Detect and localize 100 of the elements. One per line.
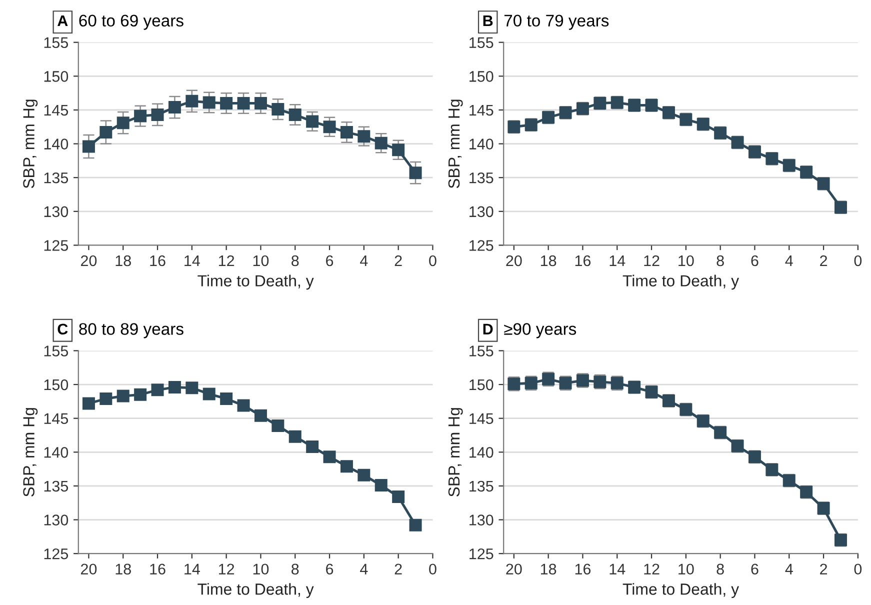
x-tick-label: 14 (610, 564, 626, 574)
chart-title: 70 to 79 years (504, 14, 609, 30)
x-tick-label: 8 (716, 564, 724, 575)
point (340, 460, 353, 473)
x-tick-label: 2 (394, 564, 402, 574)
x-axis-title: Time to Death, y (198, 274, 314, 290)
point (374, 136, 388, 150)
y-axis-title: SBP, mm Hg (448, 100, 463, 188)
y-axis-title: SBP, mm Hg (23, 408, 38, 497)
point (340, 126, 353, 139)
point (82, 397, 95, 410)
y-tick-label: 155 (44, 346, 68, 356)
x-tick-label: 10 (678, 564, 694, 575)
point (409, 166, 422, 180)
point (254, 409, 267, 422)
point (358, 130, 370, 143)
x-tick-label: 0 (854, 255, 862, 266)
point (288, 108, 302, 121)
point (409, 518, 422, 532)
y-tick-label: 135 (470, 480, 494, 492)
chart-title: 60 to 69 years (79, 14, 184, 30)
point (323, 120, 336, 134)
y-tick-label: 140 (470, 447, 494, 458)
point (220, 96, 233, 110)
point (134, 388, 147, 401)
point (168, 380, 181, 394)
x-tick-label: 8 (292, 564, 299, 575)
x-tick-label: 16 (575, 255, 591, 266)
point (202, 96, 216, 109)
x-tick-label: 16 (150, 564, 166, 575)
y-tick-label: 155 (470, 346, 494, 356)
point (358, 468, 370, 482)
point (392, 144, 405, 156)
y-axis-title: SBP, mm Hg (23, 100, 38, 188)
point (272, 103, 284, 116)
x-tick-label: 0 (854, 564, 862, 575)
y-tick-label: 135 (470, 172, 494, 184)
x-tick-label: 6 (751, 564, 758, 575)
point (134, 110, 147, 122)
y-tick-label: 140 (470, 138, 494, 150)
y-tick-label: 145 (44, 105, 68, 116)
point (100, 392, 112, 405)
x-tick-label: 18 (116, 564, 131, 575)
x-tick-label: 10 (678, 255, 694, 266)
point (186, 382, 198, 394)
x-tick-label: 12 (218, 255, 234, 266)
text: A (58, 16, 68, 26)
y-tick-label: 130 (470, 514, 494, 526)
x-tick-label: 12 (644, 255, 660, 266)
x-tick-label: 6 (751, 255, 758, 266)
y-axis-title: SBP, mm Hg (448, 408, 463, 497)
x-tick-label: 4 (360, 564, 368, 574)
y-tick-label: 145 (470, 413, 494, 424)
y-tick-label: 150 (44, 379, 68, 390)
x-tick-label: 20 (80, 564, 97, 575)
x-tick-label: 2 (820, 255, 828, 266)
point (323, 450, 336, 464)
point (237, 96, 250, 110)
y-tick-label: 155 (470, 37, 494, 48)
x-tick-label: 20 (80, 255, 97, 266)
x-tick-label: 0 (429, 255, 436, 266)
x-tick-label: 14 (184, 564, 200, 574)
point (220, 392, 233, 405)
text: C (58, 324, 68, 335)
chart-title: ≥90 years (504, 323, 576, 338)
x-tick-label: 4 (785, 256, 793, 266)
y-tick-label: 140 (44, 138, 68, 150)
x-tick-label: 4 (360, 256, 368, 266)
y-tick-label: 125 (470, 548, 494, 560)
y-tick-label: 145 (470, 105, 494, 116)
x-tick-label: 20 (506, 255, 522, 266)
x-tick-label: 18 (540, 255, 556, 266)
point (288, 430, 302, 443)
point (272, 420, 284, 432)
y-tick-label: 130 (44, 514, 68, 526)
y-tick-label: 125 (44, 548, 68, 560)
point (168, 101, 181, 114)
y-tick-label: 135 (44, 480, 68, 492)
text: B (483, 16, 493, 26)
x-tick-label: 8 (292, 255, 299, 266)
x-tick-label: 0 (429, 564, 436, 575)
x-tick-label: 18 (116, 255, 131, 266)
y-tick-label: 125 (470, 240, 494, 251)
x-tick-label: 12 (218, 564, 234, 574)
x-tick-label: 20 (506, 564, 522, 575)
x-tick-label: 10 (253, 564, 269, 575)
point (254, 96, 267, 110)
point (100, 126, 112, 139)
x-tick-label: 2 (394, 255, 402, 266)
y-tick-label: 140 (44, 447, 68, 458)
point (82, 140, 95, 153)
point (306, 440, 319, 453)
point (151, 384, 164, 396)
y-tick-label: 130 (470, 206, 494, 218)
point (116, 390, 130, 402)
point (237, 399, 250, 412)
x-axis-title: Time to Death, y (622, 274, 740, 290)
text: D (483, 324, 493, 334)
x-tick-label: 2 (820, 564, 828, 574)
x-axis-title: Time to Death, y (198, 583, 314, 598)
